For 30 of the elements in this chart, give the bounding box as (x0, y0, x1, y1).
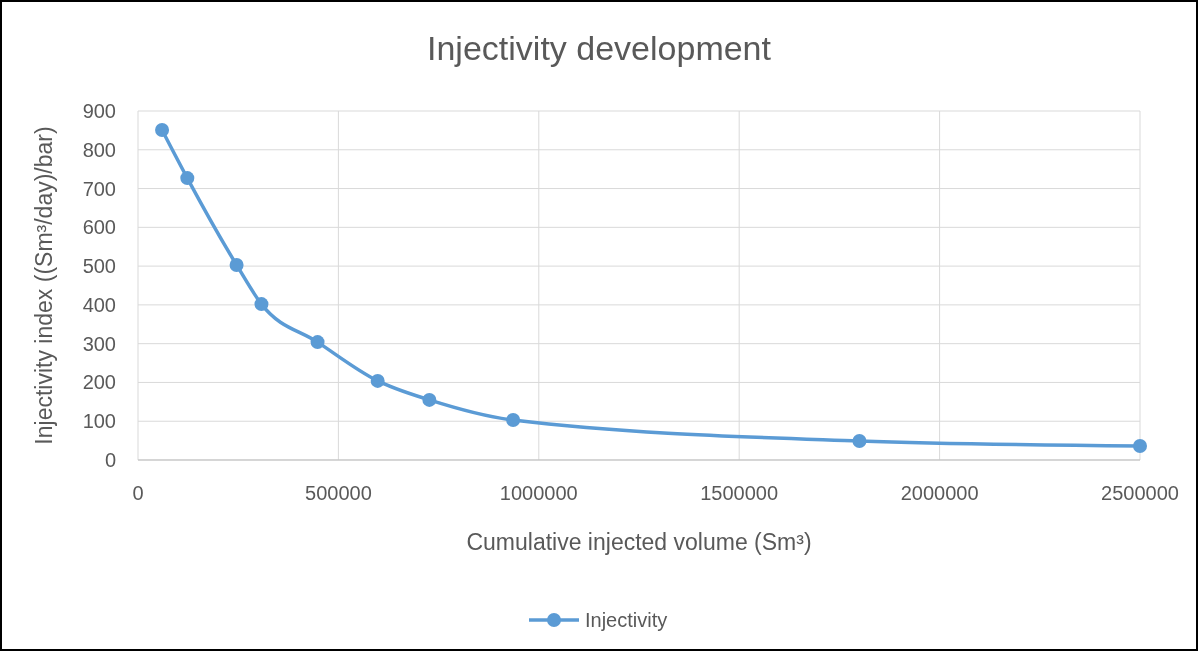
y-tick-label: 200 (82, 371, 116, 394)
legend-label: Injectivity (585, 609, 668, 631)
point (1133, 439, 1147, 454)
x-tick-label: 0 (132, 482, 144, 504)
y-tick-label: 500 (82, 255, 116, 278)
point (310, 335, 325, 350)
point (852, 434, 867, 448)
chart-title: Injectivity development (427, 29, 772, 67)
x-tick-label: 500000 (305, 482, 372, 504)
point (370, 373, 385, 388)
point (229, 257, 244, 272)
y-tick-label: 600 (82, 216, 116, 239)
point (254, 297, 269, 312)
y-tick-label: 300 (82, 332, 116, 355)
point (506, 413, 521, 428)
x-tick-label: 1500000 (700, 482, 779, 504)
y-tick-label: 100 (82, 410, 116, 433)
y-axis-title: Injectivity index ((Sm³/day)/bar) (31, 126, 57, 445)
x-axis-title: Cumulative injected volume (Sm³) (466, 529, 812, 555)
point (155, 123, 170, 137)
y-tick-label: 900 (82, 100, 116, 122)
y-tick-label: 400 (82, 293, 116, 316)
y-tick-label: 700 (82, 177, 116, 200)
y-tick-label: 800 (82, 138, 116, 161)
point (422, 392, 437, 407)
x-tick-label: 2000000 (900, 482, 979, 504)
x-tick-label: 2500000 (1101, 482, 1179, 504)
x-tick-label: 1000000 (499, 482, 578, 504)
point (180, 171, 195, 186)
y-tick-label: 0 (104, 449, 116, 471)
